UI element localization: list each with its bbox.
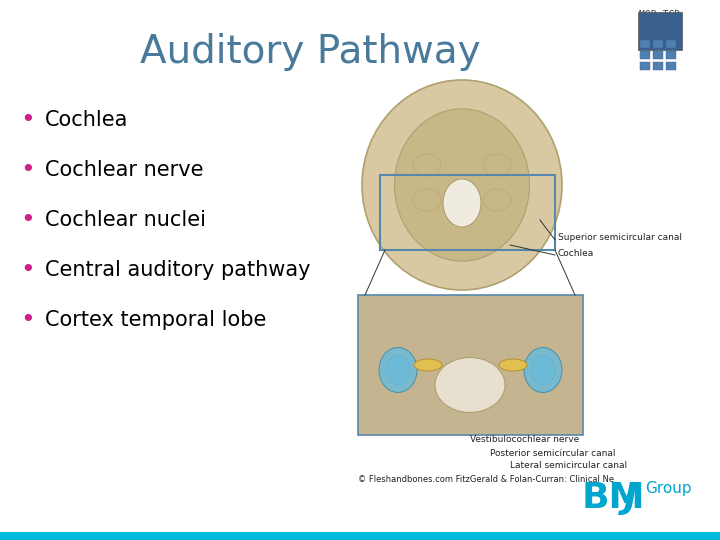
Text: Superior semicircular canal: Superior semicircular canal (558, 233, 682, 242)
Ellipse shape (413, 189, 441, 211)
Text: J: J (624, 481, 637, 515)
Text: Cochlea: Cochlea (45, 110, 128, 130)
Ellipse shape (483, 154, 511, 176)
Bar (380, 175, 555, 250)
Bar (358, 295, 583, 435)
Ellipse shape (531, 355, 555, 384)
Bar (640, 62, 650, 70)
Ellipse shape (395, 109, 529, 261)
Text: Vestibulocochlear nerve: Vestibulocochlear nerve (470, 435, 580, 444)
Text: Cochlear nuclei: Cochlear nuclei (45, 210, 206, 230)
Text: Auditory Pathway: Auditory Pathway (140, 33, 480, 71)
Bar (666, 51, 676, 59)
Bar (666, 62, 676, 70)
Ellipse shape (524, 348, 562, 393)
Text: MOB TCD: MOB TCD (639, 10, 680, 20)
Ellipse shape (413, 154, 441, 176)
Text: © Fleshandbones.com FitzGerald & Folan-Curran: Clinical Ne: © Fleshandbones.com FitzGerald & Folan-C… (358, 475, 614, 483)
Bar (638, 12, 682, 50)
Text: Cochlear nerve: Cochlear nerve (45, 160, 204, 180)
Ellipse shape (386, 355, 410, 384)
Ellipse shape (499, 359, 527, 371)
Text: Central auditory pathway: Central auditory pathway (45, 260, 310, 280)
Text: •: • (21, 258, 35, 282)
Ellipse shape (435, 357, 505, 413)
Bar (653, 40, 663, 48)
Ellipse shape (379, 348, 417, 393)
Text: Group: Group (645, 481, 692, 496)
Ellipse shape (362, 80, 562, 290)
Text: BM: BM (582, 481, 646, 515)
Bar (666, 40, 676, 48)
Text: Lateral semicircular canal: Lateral semicircular canal (510, 462, 627, 470)
Text: •: • (21, 158, 35, 182)
Bar (653, 62, 663, 70)
Text: Cortex temporal lobe: Cortex temporal lobe (45, 310, 266, 330)
Bar (640, 51, 650, 59)
Text: •: • (21, 308, 35, 332)
Ellipse shape (443, 179, 481, 227)
Bar (653, 51, 663, 59)
Bar (640, 40, 650, 48)
Text: Cochlea: Cochlea (558, 248, 594, 258)
Ellipse shape (414, 359, 442, 371)
Text: Posterior semicircular canal: Posterior semicircular canal (490, 449, 616, 457)
Bar (0, 532, 720, 540)
Text: •: • (21, 208, 35, 232)
Text: •: • (21, 108, 35, 132)
Ellipse shape (483, 189, 511, 211)
